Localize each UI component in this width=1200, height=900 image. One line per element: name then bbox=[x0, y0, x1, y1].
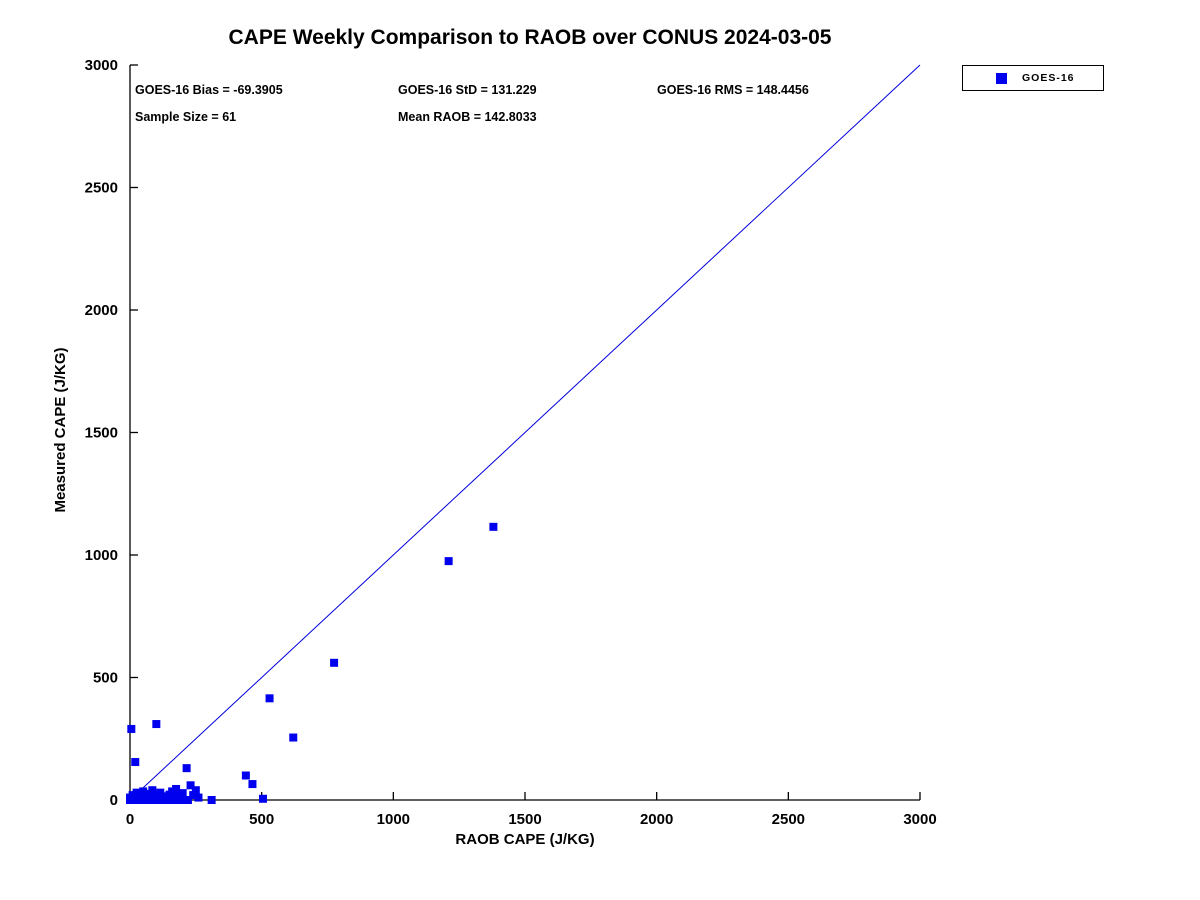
stat-mean-raob: Mean RAOB = 142.8033 bbox=[398, 110, 537, 124]
data-point bbox=[248, 780, 257, 789]
stat-bias: GOES-16 Bias = -69.3905 bbox=[135, 83, 283, 97]
y-axis-label: Measured CAPE (J/KG) bbox=[52, 347, 69, 513]
y-tick-label: 2500 bbox=[85, 180, 118, 197]
data-point bbox=[131, 758, 140, 767]
data-point bbox=[207, 796, 216, 804]
x-tick-label: 1000 bbox=[377, 811, 410, 828]
data-point bbox=[191, 786, 200, 795]
y-tick-label: 2000 bbox=[85, 302, 118, 319]
y-tick-label: 1500 bbox=[85, 425, 118, 442]
stat-rms: GOES-16 RMS = 148.4456 bbox=[657, 83, 809, 97]
data-point bbox=[289, 733, 298, 742]
y-tick-label: 0 bbox=[110, 792, 118, 809]
data-point bbox=[183, 796, 192, 804]
data-point bbox=[152, 720, 161, 729]
data-point bbox=[178, 789, 187, 798]
x-tick-label: 0 bbox=[126, 811, 134, 828]
legend-box: GOES-16 bbox=[962, 65, 1104, 91]
data-point bbox=[156, 788, 165, 797]
stat-sample-size: Sample Size = 61 bbox=[135, 110, 237, 124]
data-point bbox=[489, 522, 498, 531]
identity-line bbox=[129, 64, 921, 801]
data-point bbox=[127, 724, 136, 733]
stat-std: GOES-16 StD = 131.229 bbox=[398, 83, 537, 97]
y-tick-label: 1000 bbox=[85, 547, 118, 564]
data-point bbox=[444, 557, 453, 566]
data-point bbox=[258, 794, 267, 803]
legend-label: GOES-16 bbox=[1022, 72, 1075, 84]
x-tick-label: 2500 bbox=[772, 811, 805, 828]
legend-marker-square-icon bbox=[996, 72, 1007, 84]
data-point bbox=[172, 784, 181, 793]
data-point bbox=[182, 764, 191, 773]
data-point bbox=[241, 771, 250, 780]
data-point bbox=[139, 787, 148, 796]
data-point bbox=[186, 781, 195, 790]
data-point bbox=[189, 791, 198, 800]
data-point bbox=[194, 793, 203, 802]
x-tick-label: 500 bbox=[249, 811, 274, 828]
chart-title: CAPE Weekly Comparison to RAOB over CONU… bbox=[228, 26, 832, 49]
x-tick-label: 3000 bbox=[903, 811, 936, 828]
data-point bbox=[330, 658, 339, 667]
y-tick-label: 500 bbox=[93, 670, 118, 687]
x-tick-label: 2000 bbox=[640, 811, 673, 828]
data-point bbox=[265, 694, 274, 703]
x-tick-label: 1500 bbox=[508, 811, 541, 828]
data-point bbox=[148, 786, 157, 795]
x-axis-label: RAOB CAPE (J/KG) bbox=[455, 831, 595, 848]
y-tick-label: 3000 bbox=[85, 57, 118, 74]
